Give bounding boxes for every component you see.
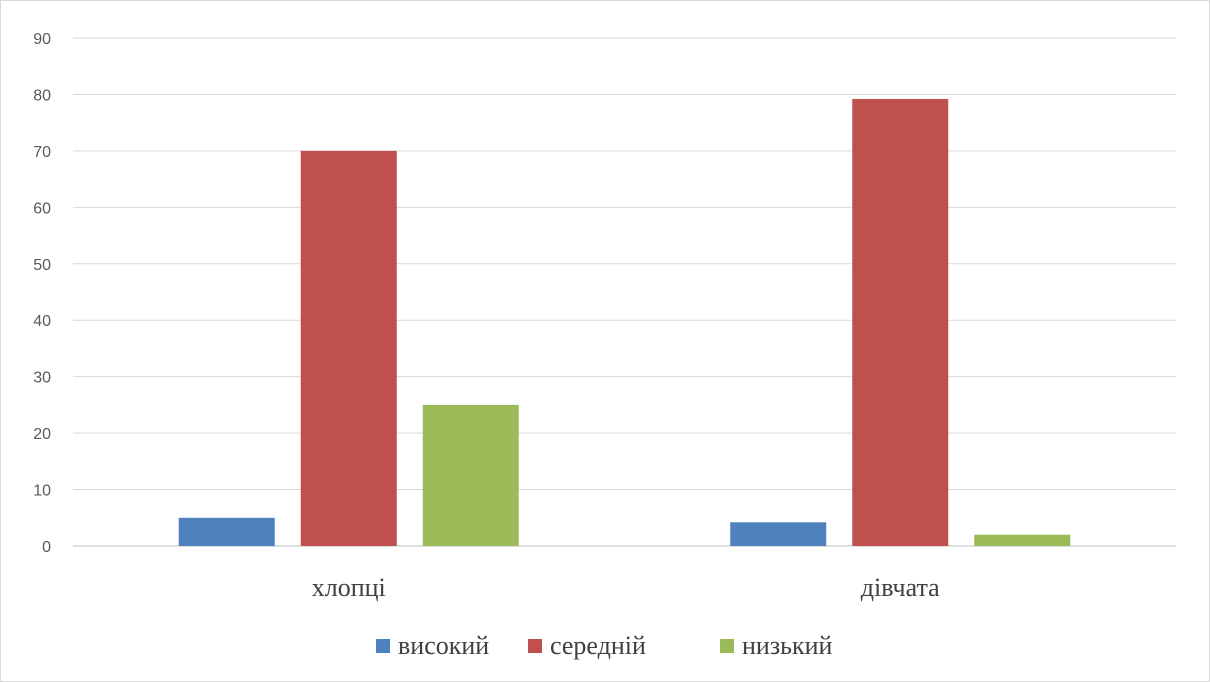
legend: високий середній низький <box>376 631 833 660</box>
y-tick-label: 30 <box>33 370 51 387</box>
y-tick-label: 40 <box>33 313 51 330</box>
x-category-label: хлопці <box>312 573 386 602</box>
y-tick-label: 90 <box>33 31 51 48</box>
y-tick-label: 20 <box>33 426 51 443</box>
y-axis-tick-labels: 0 10 20 30 40 50 60 70 80 90 <box>33 31 51 556</box>
bar-1-2 <box>300 150 397 546</box>
legend-swatch <box>528 639 542 653</box>
legend-label: середній <box>550 631 646 660</box>
bar-2-3 <box>974 534 1071 546</box>
bar-2-2 <box>852 98 949 547</box>
x-axis-category-labels: хлопці дівчата <box>312 573 940 602</box>
y-tick-label: 60 <box>33 200 51 217</box>
bars <box>178 98 1071 547</box>
y-tick-label: 50 <box>33 257 51 274</box>
legend-swatch <box>376 639 390 653</box>
gridlines <box>73 37 1176 547</box>
legend-swatch <box>720 639 734 653</box>
legend-label: низький <box>742 631 833 660</box>
bar-2-1 <box>730 522 827 546</box>
y-tick-label: 0 <box>42 539 51 556</box>
x-category-label: дівчата <box>861 573 940 602</box>
bar-1-1 <box>178 517 275 546</box>
y-tick-label: 10 <box>33 483 51 500</box>
legend-label: високий <box>398 631 489 660</box>
y-tick-label: 80 <box>33 87 51 104</box>
y-tick-label: 70 <box>33 144 51 161</box>
bar-1-3 <box>422 404 519 546</box>
